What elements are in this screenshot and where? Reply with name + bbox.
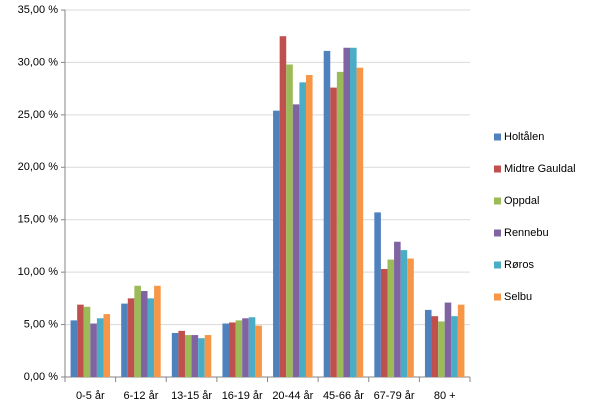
bar (330, 87, 337, 377)
bar (444, 302, 452, 377)
y-tick-label: 30,00 % (18, 56, 59, 68)
legend-label: Oppdal (504, 195, 539, 207)
bar (343, 47, 351, 378)
x-tick-label: 45-66 år (323, 390, 364, 402)
bar (171, 332, 179, 377)
bar (292, 104, 300, 377)
bar (387, 259, 395, 377)
x-tick-label: 20-44 år (272, 390, 313, 402)
bar (336, 71, 344, 377)
legend-swatch (494, 261, 501, 269)
bar (103, 314, 111, 377)
bar (424, 309, 432, 377)
x-tick-label: 80 + (434, 390, 456, 402)
x-tick-label: 6-12 år (124, 390, 159, 402)
legend-label: Selbu (504, 291, 532, 303)
legend-swatch (494, 133, 501, 141)
bar (451, 316, 458, 377)
bar (242, 318, 249, 377)
bar (438, 321, 445, 377)
bar (70, 320, 78, 377)
bar (400, 250, 408, 377)
x-tick-label: 0-5 år (76, 390, 105, 402)
y-tick-label: 5,00 % (24, 318, 58, 330)
legend-swatch (494, 165, 501, 173)
y-tick-label: 35,00 % (18, 4, 59, 16)
bar (380, 268, 388, 377)
y-tick-label: 15,00 % (18, 214, 59, 226)
bar (229, 322, 236, 377)
legend-label: Holtålen (504, 131, 544, 143)
bar (374, 212, 381, 377)
y-tick-label: 0,00 % (24, 371, 58, 383)
bar (273, 110, 280, 378)
bar (83, 306, 91, 377)
legend-label: Røros (504, 259, 534, 271)
y-tick-label: 10,00 % (18, 266, 59, 278)
bar (356, 67, 364, 378)
bar (279, 36, 287, 377)
legend-swatch (494, 229, 501, 237)
bar (248, 317, 256, 377)
bar (77, 304, 84, 377)
legend-swatch (494, 293, 501, 301)
bar (204, 335, 212, 377)
bar (457, 304, 465, 377)
bar (305, 75, 313, 378)
bar (255, 325, 262, 377)
legend-label: Rennebu (504, 227, 549, 239)
bar (235, 320, 243, 377)
bar (96, 318, 104, 377)
y-tick-label: 25,00 % (18, 109, 59, 121)
bar (178, 330, 185, 377)
x-tick-label: 13-15 år (171, 390, 212, 402)
bar (323, 50, 331, 377)
bar (407, 258, 414, 377)
bar (286, 64, 293, 378)
bar (191, 335, 199, 377)
legend-swatch (494, 197, 501, 205)
bar (121, 303, 128, 377)
y-tick-label: 20,00 % (18, 161, 59, 173)
bar (350, 47, 357, 378)
bar (431, 316, 439, 377)
bar (154, 285, 161, 377)
bar (90, 323, 97, 377)
bar (299, 82, 306, 377)
x-tick-label: 67-79 år (374, 390, 415, 402)
bar (184, 335, 192, 377)
legend-label: Midtre Gauldal (504, 163, 576, 175)
bar (147, 298, 155, 377)
bar (140, 291, 148, 377)
bar (222, 323, 230, 377)
bar (394, 241, 401, 377)
x-tick-label: 16-19 år (222, 390, 263, 402)
bar (198, 338, 205, 377)
bar (134, 285, 141, 377)
bar (127, 298, 135, 377)
